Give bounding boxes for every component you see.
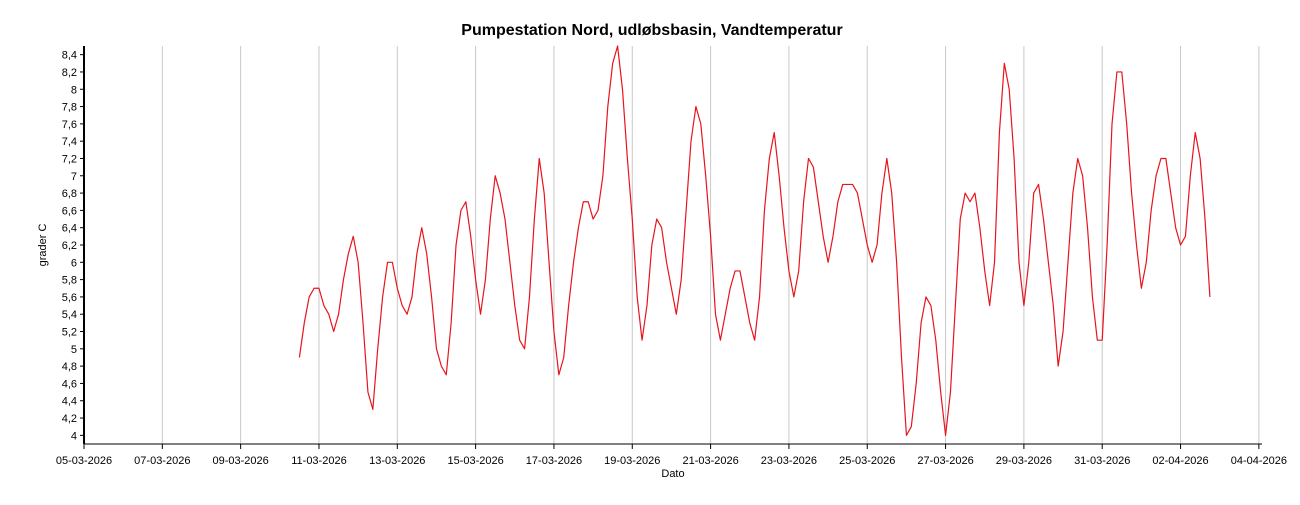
x-tick-label: 04-04-2026 <box>1231 455 1287 467</box>
y-tick-label: 7,8 <box>62 102 77 114</box>
x-tick-label: 21-03-2026 <box>682 455 738 467</box>
x-tick-label: 25-03-2026 <box>839 455 895 467</box>
y-tick-label: 6,6 <box>62 205 77 217</box>
y-tick-label: 5,8 <box>62 275 77 287</box>
y-tick-label: 5,2 <box>62 327 77 339</box>
chart-title: Pumpestation Nord, udløbsbasin, Vandtemp… <box>461 22 842 39</box>
x-tick-label: 27-03-2026 <box>917 455 973 467</box>
y-tick-label: 8,2 <box>62 67 77 79</box>
y-tick-label: 7,4 <box>62 136 77 148</box>
y-tick-label: 7 <box>71 171 77 183</box>
y-tick-label: 4 <box>71 430 77 442</box>
y-tick-label: 6,2 <box>62 240 77 252</box>
y-tick-label: 4,6 <box>62 378 77 390</box>
y-axis-label: grader C <box>37 224 49 267</box>
x-axis-label: Dato <box>661 468 684 480</box>
x-tick-label: 05-03-2026 <box>56 455 112 467</box>
y-tick-label: 5,6 <box>62 292 77 304</box>
y-tick-label: 6 <box>71 257 77 269</box>
y-tick-label: 5 <box>71 344 77 356</box>
x-tick-label: 13-03-2026 <box>369 455 425 467</box>
x-tick-label: 09-03-2026 <box>213 455 269 467</box>
y-tick-label: 7,6 <box>62 119 77 131</box>
x-tick-label: 17-03-2026 <box>526 455 582 467</box>
y-tick-label: 5,4 <box>62 309 77 321</box>
x-tick-label: 11-03-2026 <box>291 455 346 467</box>
y-tick-label: 4,8 <box>62 361 77 373</box>
y-tick-label: 4,4 <box>62 396 77 408</box>
y-tick-label: 8,4 <box>62 50 77 62</box>
y-tick-label: 8 <box>71 84 77 96</box>
y-tick-label: 7,2 <box>62 153 77 165</box>
x-tick-label: 29-03-2026 <box>996 455 1052 467</box>
x-tick-label: 02-04-2026 <box>1152 455 1208 467</box>
data-line <box>298 45 1211 436</box>
y-tick-label: 4,2 <box>62 413 77 425</box>
y-tick-label: 6,4 <box>62 223 77 235</box>
x-tick-label: 15-03-2026 <box>447 455 503 467</box>
x-tick-label: 31-03-2026 <box>1074 455 1130 467</box>
x-tick-label: 19-03-2026 <box>604 455 660 467</box>
x-tick-label: 07-03-2026 <box>134 455 190 467</box>
x-tick-label: 23-03-2026 <box>761 455 817 467</box>
y-tick-label: 6,8 <box>62 188 77 200</box>
